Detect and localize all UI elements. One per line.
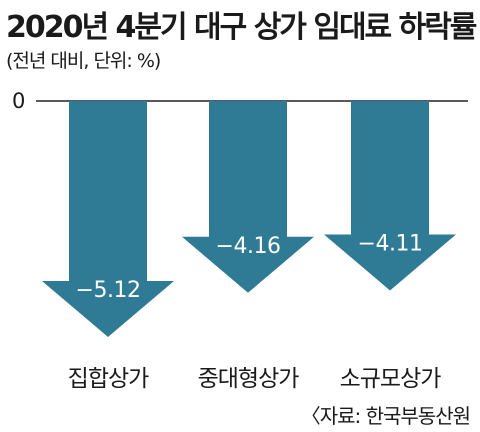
chart-title: 2020년 4분기 대구 상가 임대료 하락률 xyxy=(6,10,477,45)
bar-arrow-1 xyxy=(42,101,174,338)
bar-arrow-2 xyxy=(182,101,314,293)
category-label-3: 소규모상가 xyxy=(340,366,442,392)
category-label-1: 집합상가 xyxy=(68,366,149,392)
data-source: 〈자료: 한국부동산원 xyxy=(300,404,471,428)
category-label-2: 중대형상가 xyxy=(198,366,300,392)
bar-value-label-3: −4.11 xyxy=(358,231,423,256)
bar-value-label-2: −4.16 xyxy=(216,234,281,259)
bar-value-label-1: −5.12 xyxy=(76,278,141,303)
y-tick-label: 0 xyxy=(12,89,25,113)
chart-subtitle: (전년 대비, 단위: %) xyxy=(6,50,161,72)
chart-svg: 0 −5.12 집합상가 −4.16 중대형상가 −4.11 소규모상가 xyxy=(12,89,468,392)
bar-arrow-3 xyxy=(324,101,456,291)
